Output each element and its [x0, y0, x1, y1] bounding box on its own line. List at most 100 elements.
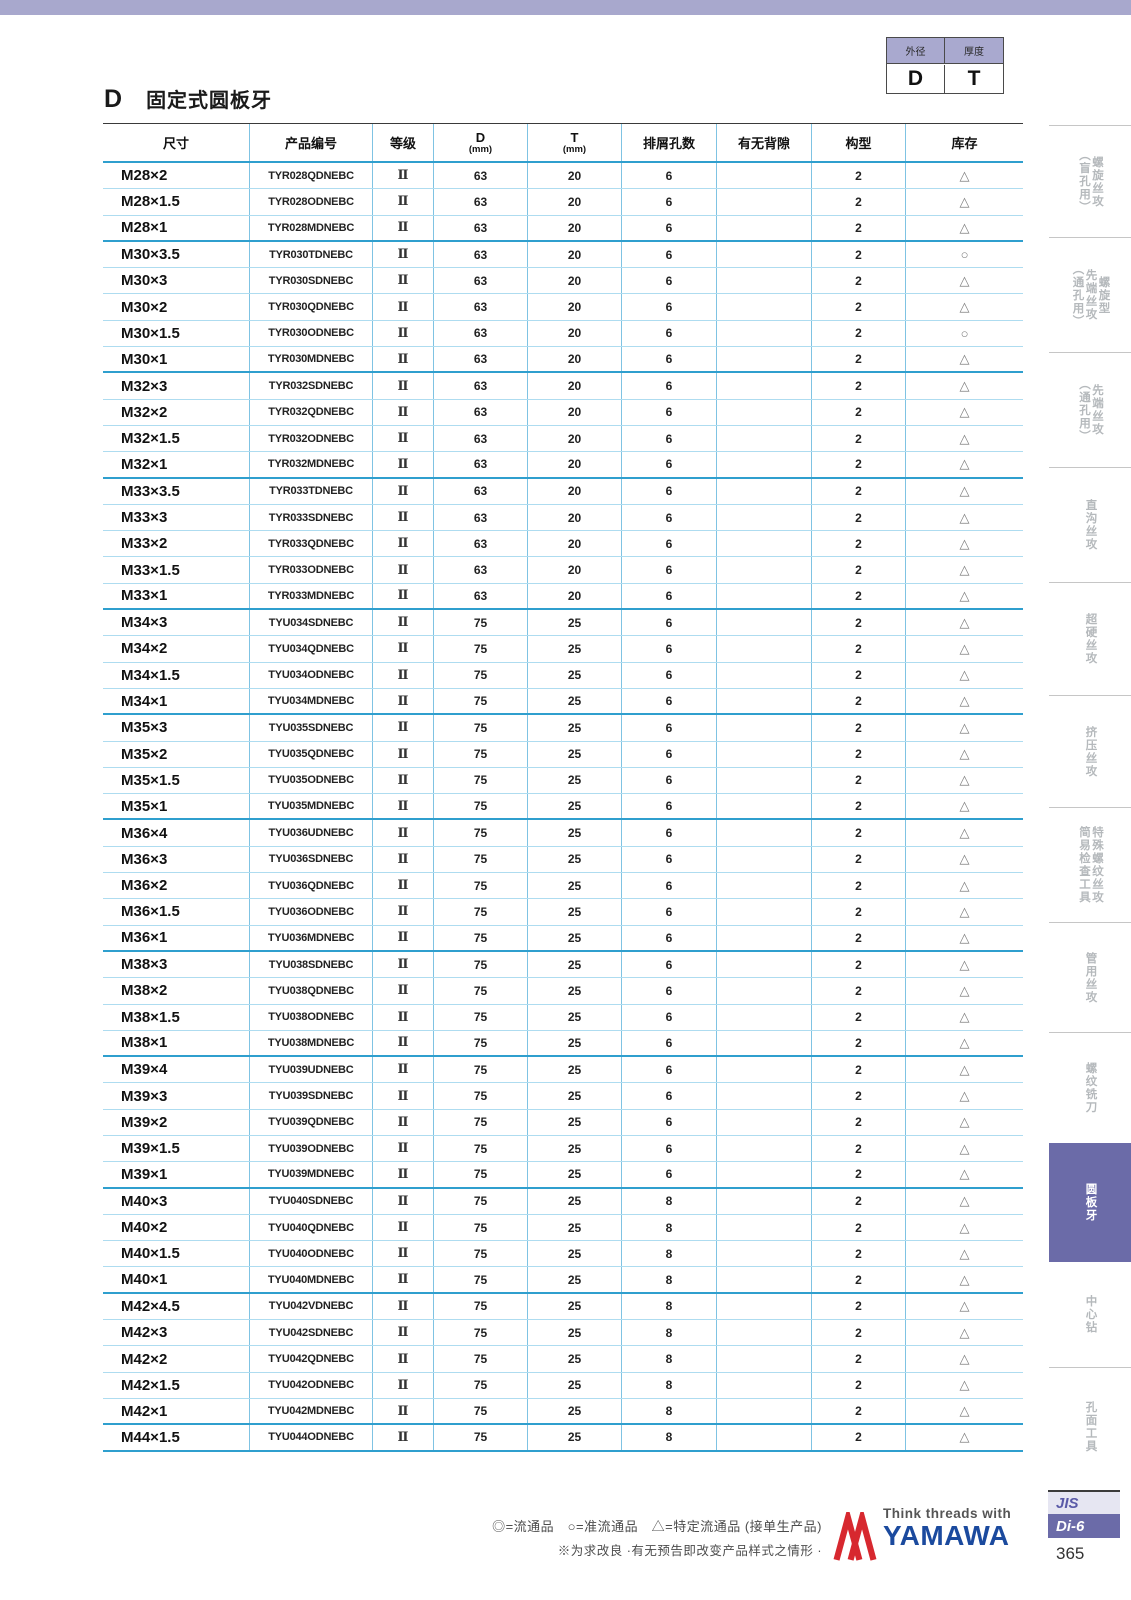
cell-holes: 8 [622, 1425, 717, 1450]
cell-backlash [717, 1188, 812, 1214]
cell-holes: 8 [622, 1214, 717, 1241]
cell-d: 75 [434, 1004, 528, 1030]
cell-stock: △ [959, 877, 970, 893]
cell-code: TYR032ODNEBC [250, 425, 373, 452]
cell-size: M39×2 [103, 1109, 250, 1135]
cell-size: M39×1.5 [103, 1135, 250, 1162]
cell-backlash [717, 767, 812, 794]
cell-d: 75 [434, 1346, 528, 1372]
cell-stock: △ [959, 1403, 970, 1419]
logo-name: YAMAWA [883, 1520, 1010, 1551]
cell-d: 63 [434, 215, 528, 240]
table-row: M33×2 TYR033QDNEBC Ⅱ 63 20 6 2 △ [103, 531, 1023, 558]
sidebar-tab-label: 先端丝攻 （通孔用） [1078, 377, 1103, 443]
sidebar-tab-6: 挤压丝攻 [1049, 695, 1131, 807]
cell-backlash [717, 189, 812, 215]
cell-stock: △ [959, 693, 970, 709]
cell-holes: 6 [622, 662, 717, 688]
cell-size: M28×1.5 [103, 189, 250, 215]
cell-holes: 6 [622, 636, 717, 662]
cell-backlash [717, 873, 812, 899]
cell-t: 20 [528, 583, 622, 609]
cell-stock: △ [959, 1271, 970, 1287]
cell-holes: 6 [622, 715, 717, 741]
sidebar-tab-label: 孔面工具 [1084, 1400, 1097, 1453]
col-header-d: D (mm) [434, 124, 528, 161]
cell-config: 2 [812, 688, 906, 714]
cell-d: 63 [434, 163, 528, 189]
cell-d: 63 [434, 241, 528, 268]
sidebar-tab-label: 超硬丝攻 [1084, 613, 1097, 665]
cell-t: 20 [528, 215, 622, 240]
cell-holes: 6 [622, 294, 717, 320]
cell-d: 75 [434, 1372, 528, 1398]
cell-holes: 8 [622, 1293, 717, 1320]
cell-backlash [717, 557, 812, 583]
cell-t: 20 [528, 163, 622, 189]
cell-size: M40×1.5 [103, 1241, 250, 1267]
cell-code: TYU036ODNEBC [250, 899, 373, 925]
cell-backlash [717, 1030, 812, 1056]
cell-t: 20 [528, 268, 622, 294]
cell-grade: Ⅱ [373, 1320, 434, 1346]
cell-t: 25 [528, 662, 622, 688]
cell-size: M35×2 [103, 741, 250, 767]
cell-config: 2 [812, 1004, 906, 1030]
table-row: M30×2 TYR030QDNEBC Ⅱ 63 20 6 2 △ [103, 294, 1023, 321]
table-row: M42×1.5 TYU042ODNEBC Ⅱ 75 25 8 2 △ [103, 1372, 1023, 1399]
cell-d: 63 [434, 189, 528, 215]
cell-grade: Ⅱ [373, 1425, 434, 1450]
cell-holes: 6 [622, 373, 717, 399]
cell-holes: 6 [622, 688, 717, 714]
stock-symbol-legend: ◎=流通品 ○=准流通品 △=特定流通品 (接单生产品) [492, 1519, 822, 1534]
cell-code: TYU035ODNEBC [250, 767, 373, 794]
cell-t: 20 [528, 425, 622, 452]
cell-d: 75 [434, 1162, 528, 1187]
col-header-holes: 排屑孔数 [622, 124, 717, 161]
cell-config: 2 [812, 873, 906, 899]
cell-config: 2 [812, 320, 906, 347]
cell-grade: Ⅱ [373, 1214, 434, 1241]
cell-stock: △ [959, 378, 970, 394]
cell-code: TYU036MDNEBC [250, 925, 373, 950]
cell-stock: △ [959, 272, 970, 288]
cell-stock: △ [959, 903, 970, 919]
cell-config: 2 [812, 1162, 906, 1187]
cell-size: M30×2 [103, 294, 250, 320]
cell-stock: △ [959, 219, 970, 235]
cell-d: 75 [434, 1398, 528, 1424]
cell-config: 2 [812, 347, 906, 372]
cell-d: 75 [434, 767, 528, 794]
cell-stock: △ [959, 299, 970, 315]
cell-code: TYR028MDNEBC [250, 215, 373, 240]
cell-backlash [717, 1135, 812, 1162]
cell-grade: Ⅱ [373, 610, 434, 636]
cell-stock: △ [959, 719, 970, 735]
cell-stock: △ [959, 509, 970, 525]
cell-config: 2 [812, 662, 906, 688]
cell-grade: Ⅱ [373, 925, 434, 950]
cell-code: TYR028QDNEBC [250, 163, 373, 189]
cell-backlash [717, 1267, 812, 1292]
cell-grade: Ⅱ [373, 163, 434, 189]
cell-grade: Ⅱ [373, 1372, 434, 1398]
col-header-stock: 库存 [951, 136, 978, 151]
table-row: M42×2 TYU042QDNEBC Ⅱ 75 25 8 2 △ [103, 1346, 1023, 1373]
cell-t: 25 [528, 1188, 622, 1214]
cell-size: M36×2 [103, 873, 250, 899]
sidebar-tab-label: 圆板牙 [1084, 1183, 1097, 1222]
table-row: M42×3 TYU042SDNEBC Ⅱ 75 25 8 2 △ [103, 1320, 1023, 1347]
cell-d: 63 [434, 320, 528, 347]
cell-grade: Ⅱ [373, 846, 434, 873]
cell-stock: △ [959, 1245, 970, 1261]
cell-t: 25 [528, 767, 622, 794]
col-header-t-letter: T [570, 130, 579, 145]
cell-size: M34×1.5 [103, 662, 250, 688]
cell-stock: △ [959, 1009, 970, 1025]
cell-code: TYU036SDNEBC [250, 846, 373, 873]
cell-config: 2 [812, 373, 906, 399]
cell-stock: △ [959, 929, 970, 945]
cell-config: 2 [812, 1372, 906, 1398]
cell-code: TYU040QDNEBC [250, 1214, 373, 1241]
cell-t: 20 [528, 399, 622, 425]
